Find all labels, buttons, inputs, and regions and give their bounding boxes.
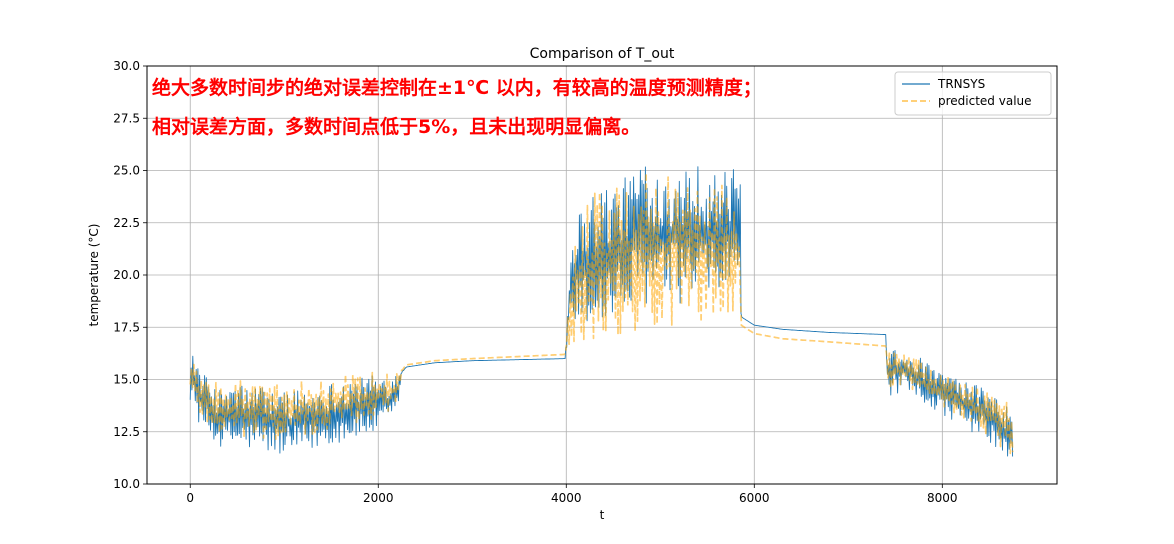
series-line-trnsys <box>189 166 1014 457</box>
y-tick-label: 22.5 <box>113 216 140 230</box>
x-tick-label: 2000 <box>363 491 394 505</box>
y-axis-title: temperature (°C) <box>87 224 101 327</box>
legend-label-trnsys: TRNSYS <box>937 77 985 91</box>
legend-box <box>894 71 1052 116</box>
y-tick-label: 12.5 <box>113 425 140 439</box>
y-tick-label: 15.0 <box>113 373 140 387</box>
y-tick-label: 20.0 <box>113 268 140 282</box>
legend-label-predicted-value: predicted value <box>938 94 1032 108</box>
ticks: 0 2000 4000 6000 8000 10.0 12.5 15.0 17.5 20.0 22.… <box>113 59 957 505</box>
y-tick-label: 10.0 <box>113 477 140 491</box>
x-tick-label: 0 <box>186 491 194 505</box>
chart-title: Comparison of T_out <box>530 46 675 62</box>
annotation-relative-error: 相对误差方面，多数时间点低于5%，且未出现明显偏离。 <box>152 116 641 138</box>
x-tick-label: 4000 <box>551 491 582 505</box>
annotation-absolute-error: 绝大多数时间步的绝对误差控制在±1℃ 以内，有较高的温度预测精度； <box>152 77 762 99</box>
x-tick-label: 8000 <box>927 491 958 505</box>
y-tick-label: 27.5 <box>113 111 140 125</box>
series-layer <box>189 166 1014 457</box>
legend: TRNSYS predicted value <box>894 71 1052 116</box>
x-tick-label: 6000 <box>739 491 770 505</box>
series-line-predicted-value <box>189 172 1014 455</box>
y-tick-label: 25.0 <box>113 164 140 178</box>
y-tick-label: 17.5 <box>113 320 140 334</box>
y-tick-label: 30.0 <box>113 59 140 73</box>
x-axis-title: t <box>600 508 605 522</box>
